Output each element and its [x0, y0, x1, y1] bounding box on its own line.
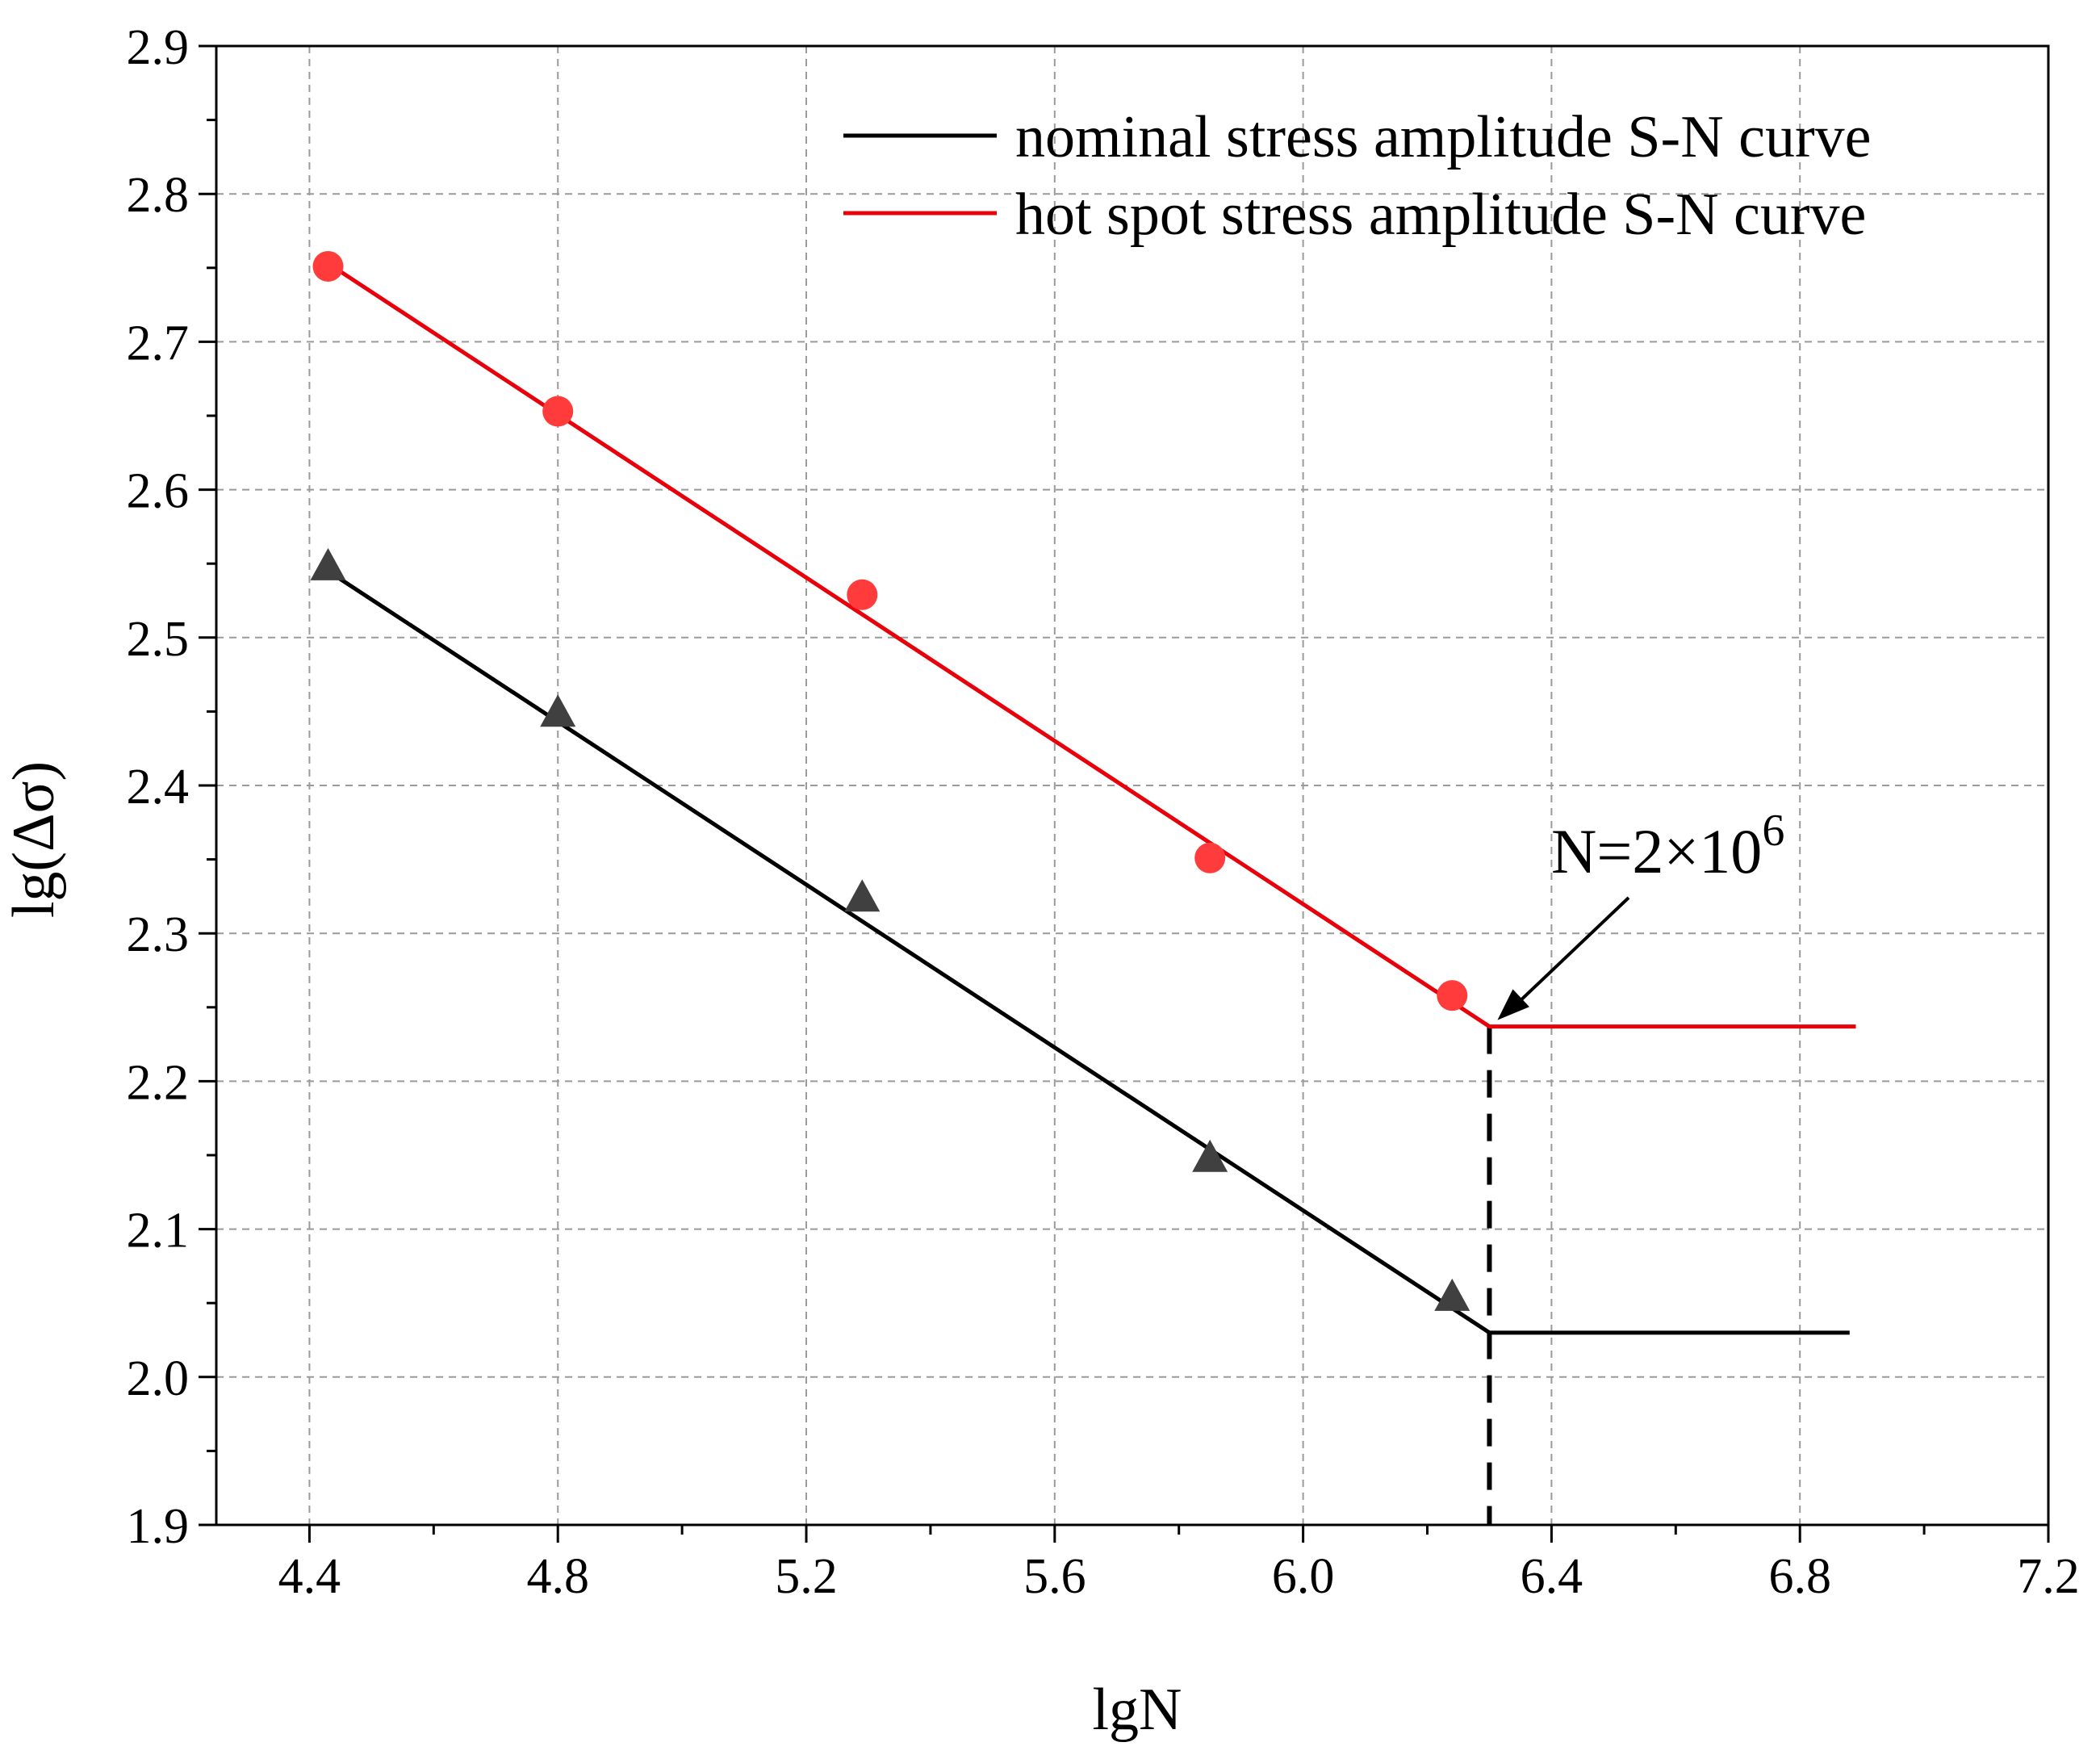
y-axis-title: lg(Δσ) — [1, 761, 67, 918]
x-tick-label: 6.0 — [1272, 1549, 1335, 1604]
annotation-arrow-shaft — [1516, 896, 1630, 1006]
y-tick-label: 2.7 — [127, 316, 190, 371]
series-hot-spot — [312, 250, 1856, 1029]
legend-label-hot-spot: hot spot stress amplitude S-N curve — [1015, 182, 1866, 248]
series-fit-line — [327, 262, 1856, 1029]
x-tick-label: 7.2 — [2017, 1549, 2080, 1604]
grid — [216, 46, 2048, 1525]
data-point-triangle — [844, 879, 881, 912]
series — [310, 250, 1856, 1335]
y-tick-label: 2.3 — [127, 907, 190, 962]
legend: nominal stress amplitude S-N curve hot sp… — [843, 104, 1871, 248]
y-tick-label: 2.1 — [127, 1204, 190, 1259]
data-point-circle — [542, 396, 574, 427]
data-point-circle — [312, 250, 344, 282]
data-point-circle — [1437, 980, 1468, 1011]
axis-titles: lgN lg(Δσ) — [1, 761, 1182, 1743]
y-tick-label: 2.9 — [127, 20, 190, 75]
data-point-triangle — [310, 547, 346, 580]
annotations: N=2×106 — [1497, 806, 1784, 1020]
data-point-circle — [1194, 842, 1226, 873]
x-axis-title: lgN — [1093, 1677, 1182, 1743]
y-tick-label: 2.8 — [127, 168, 190, 223]
annotation-label: N=2×106 — [1551, 806, 1784, 886]
legend-label-nominal: nominal stress amplitude S-N curve — [1015, 104, 1871, 170]
y-tick-label: 2.5 — [127, 612, 190, 667]
y-tick-label: 1.9 — [127, 1499, 190, 1554]
axes — [199, 44, 2050, 1543]
data-point-triangle — [1192, 1139, 1228, 1172]
data-point-circle — [847, 579, 878, 610]
y-tick-label: 2.0 — [127, 1351, 190, 1406]
series-nominal — [310, 547, 1850, 1335]
x-tick-label: 4.8 — [526, 1549, 589, 1604]
y-tick-label: 2.6 — [127, 464, 190, 519]
series-fit-line — [327, 569, 1850, 1335]
x-tick-label: 5.6 — [1023, 1549, 1086, 1604]
data-point-triangle — [1434, 1278, 1470, 1311]
x-tick-label: 6.8 — [1768, 1549, 1831, 1604]
x-tick-label: 6.4 — [1521, 1549, 1583, 1604]
data-point-triangle — [540, 694, 576, 727]
x-tick-label: 4.4 — [278, 1549, 341, 1604]
x-tick-label: 5.2 — [775, 1549, 838, 1604]
y-tick-label: 2.4 — [127, 760, 190, 815]
tick-labels: 4.4 4.8 5.2 5.6 6.0 6.4 6.8 7.2 1.9 2.0 2.1 2.2 2.3 2… — [127, 20, 2080, 1604]
annotation-arrow-head — [1497, 989, 1529, 1020]
y-tick-label: 2.2 — [127, 1055, 190, 1110]
